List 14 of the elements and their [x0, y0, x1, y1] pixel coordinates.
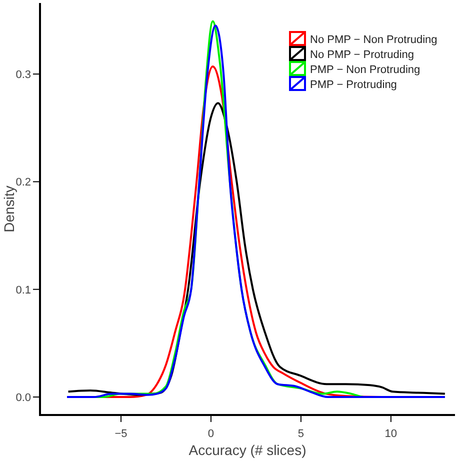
x-tick-label: −5: [114, 428, 128, 440]
x-tick-label: 5: [298, 428, 304, 440]
y-tick-label: 0.1: [16, 284, 31, 296]
legend-label: No PMP − Non Protruding: [310, 34, 438, 46]
y-tick-label: 0.2: [16, 176, 31, 189]
x-axis-title: Accuracy (# slices): [188, 442, 306, 458]
y-tick-label: 0.3: [16, 69, 31, 82]
y-axis-title: Density: [1, 186, 17, 232]
legend-label: PMP − Non Protruding: [310, 64, 420, 76]
legend-label: PMP − Protruding: [310, 79, 397, 91]
legend-label: No PMP − Protruding: [310, 49, 414, 61]
x-tick-label: 10: [384, 428, 398, 440]
y-tick-label: 0.0: [16, 392, 31, 404]
x-tick-label: 0: [208, 428, 214, 440]
